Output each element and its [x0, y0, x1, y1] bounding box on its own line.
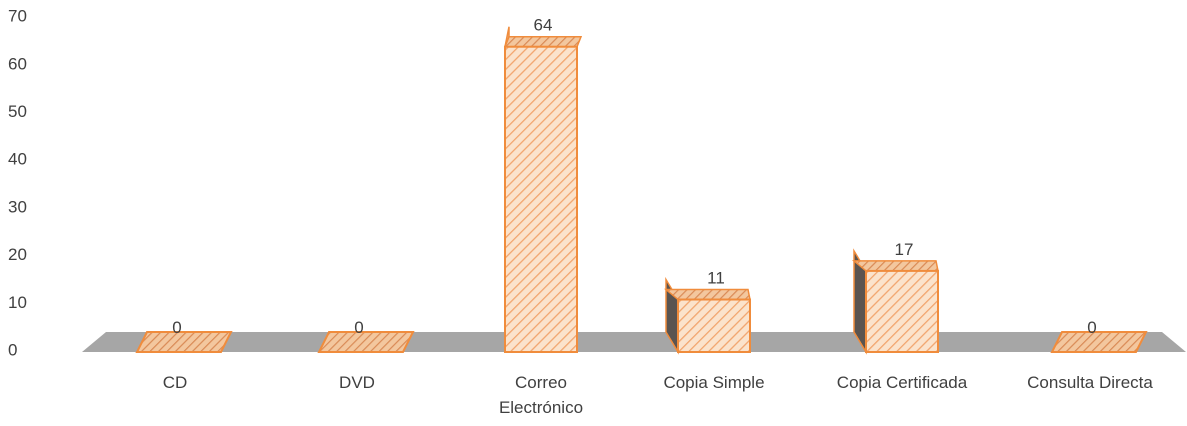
y-tick-label: 50	[8, 102, 27, 121]
bar	[135, 331, 233, 353]
y-tick-label: 0	[8, 340, 17, 359]
y-tick-label: 20	[8, 245, 27, 264]
data-label: 0	[172, 318, 181, 337]
floor-plane	[82, 332, 1186, 352]
x-tick-label: Consulta Directa	[1027, 373, 1153, 392]
data-label: 0	[354, 318, 363, 337]
bar-top	[663, 288, 751, 301]
x-axis: CD DVD Correo Electrónico Copia Simple Copia …	[163, 373, 1154, 417]
x-tick-label: DVD	[339, 373, 375, 392]
data-label: 0	[1087, 318, 1096, 337]
bars	[135, 26, 1148, 355]
x-tick-label: CD	[163, 373, 188, 392]
data-label: 64	[534, 16, 553, 35]
y-tick-label: 10	[8, 293, 27, 312]
bar	[503, 26, 583, 353]
x-tick-label: Copia Simple	[663, 373, 764, 392]
bar-front	[865, 269, 939, 353]
x-tick-label: Correo	[515, 373, 567, 392]
bar-top	[851, 260, 939, 272]
bar-zero	[1050, 331, 1148, 353]
y-axis: 0 10 20 30 40 50 60 70	[8, 7, 27, 360]
bar-front	[677, 298, 751, 353]
data-labels: 0 0 64 11 17 0	[172, 16, 1096, 337]
y-tick-label: 60	[8, 54, 27, 73]
data-label: 11	[707, 269, 725, 288]
y-tick-label: 70	[8, 7, 27, 26]
y-tick-label: 30	[8, 197, 27, 216]
x-tick-label: Electrónico	[499, 398, 583, 417]
bar-top	[503, 35, 583, 48]
y-tick-label: 40	[8, 150, 27, 169]
data-label: 17	[895, 240, 914, 259]
bar-front	[504, 45, 578, 353]
x-tick-label: Copia Certificada	[837, 373, 968, 392]
bar	[663, 276, 751, 355]
bar-zero	[135, 331, 233, 353]
bar	[317, 331, 415, 353]
bar	[851, 248, 939, 355]
bar-zero	[317, 331, 415, 353]
chart-floor	[82, 332, 1186, 352]
bar	[1050, 331, 1148, 353]
